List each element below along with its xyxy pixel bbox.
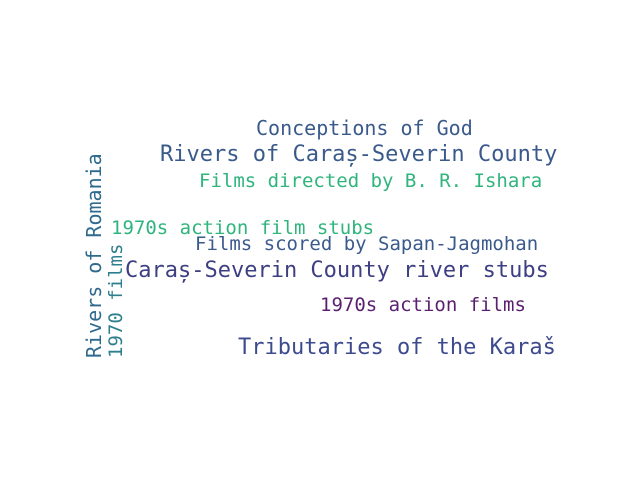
- word-rivers-of-romania: Rivers of Romania: [82, 153, 106, 358]
- word-tributaries-of-the-karas: Tributaries of the Karaš: [238, 335, 556, 360]
- word-1970s-action-film-stubs: 1970s action film stubs: [111, 217, 375, 239]
- word-films-directed-by-b-r-ishara: Films directed by B. R. Ishara: [199, 170, 543, 192]
- word-1970-films: 1970 films: [105, 243, 127, 358]
- word-rivers-of-caras-severin-county: Rivers of Caraș-Severin County: [160, 142, 558, 167]
- word-caras-severin-county-river-stubs: Caraș-Severin County river stubs: [125, 258, 549, 283]
- word-conceptions-of-god: Conceptions of God: [256, 116, 473, 140]
- word-films-scored-by-sapan-jagmohan: Films scored by Sapan-Jagmohan: [195, 233, 539, 255]
- word-1970s-action-films: 1970s action films: [320, 294, 526, 316]
